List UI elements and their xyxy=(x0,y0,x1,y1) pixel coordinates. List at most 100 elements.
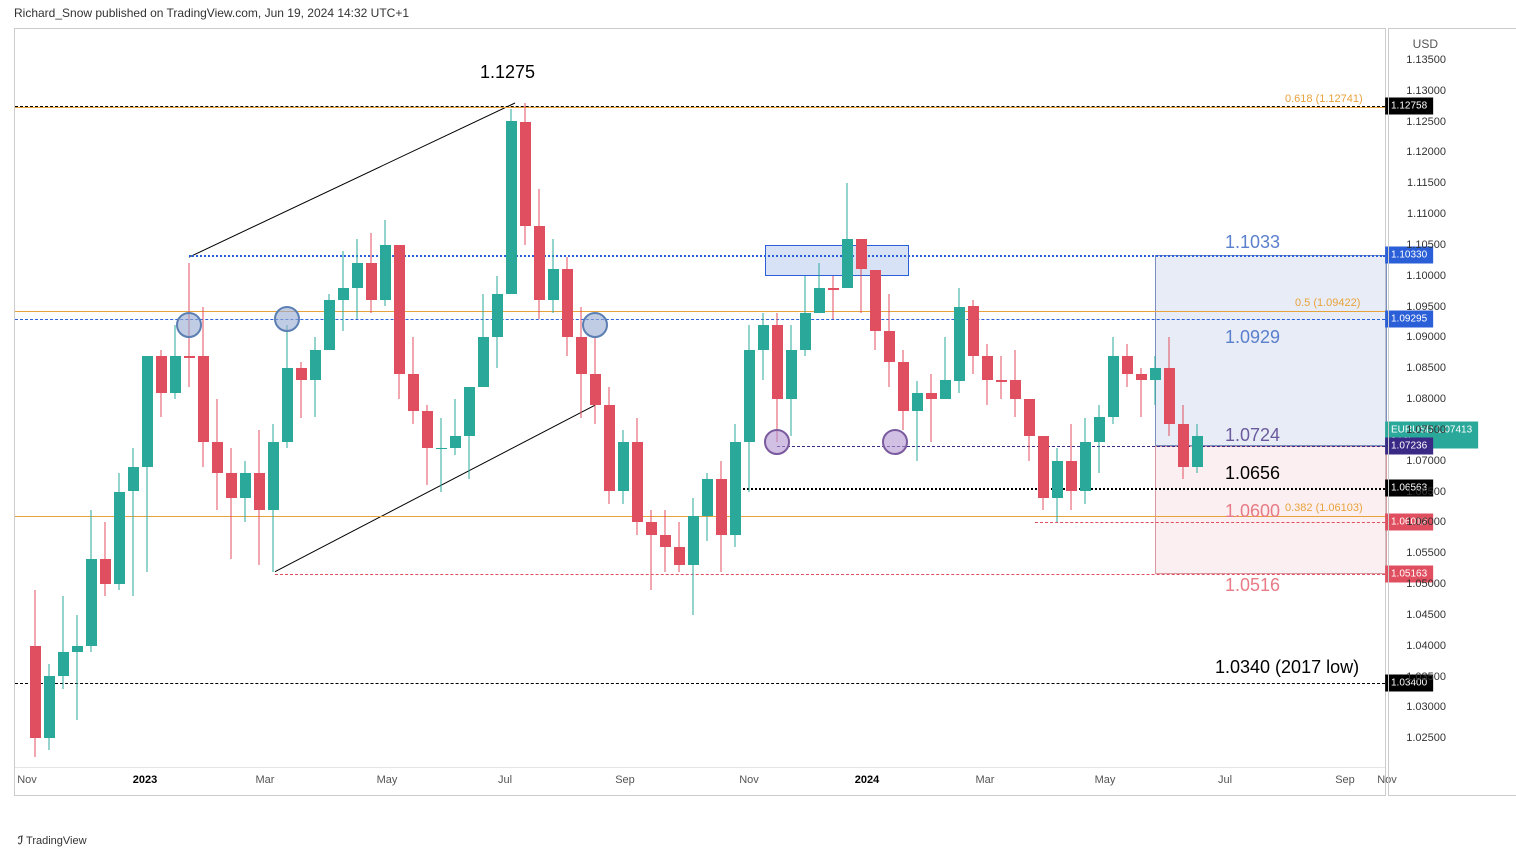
horizontal-line xyxy=(275,574,1385,575)
candlestick[interactable] xyxy=(436,418,447,492)
x-tick-label: Nov xyxy=(739,774,759,786)
candlestick[interactable] xyxy=(856,239,867,313)
candlestick[interactable] xyxy=(520,103,531,245)
candlestick[interactable] xyxy=(226,448,237,559)
currency-label: USD xyxy=(1413,37,1438,51)
candlestick[interactable] xyxy=(758,313,769,381)
candlestick[interactable] xyxy=(156,350,167,418)
candlestick[interactable] xyxy=(828,276,839,319)
chart-container: 1.127580.618 (1.12741)1.103300.5 (1.0942… xyxy=(14,28,1386,796)
candlestick[interactable] xyxy=(506,109,517,294)
candlestick[interactable] xyxy=(408,337,419,423)
candlestick[interactable] xyxy=(786,325,797,436)
chart-area[interactable]: 1.127580.618 (1.12741)1.103300.5 (1.0942… xyxy=(15,29,1385,769)
candlestick[interactable] xyxy=(114,473,125,590)
candlestick[interactable] xyxy=(254,430,265,566)
candlestick[interactable] xyxy=(240,461,251,523)
candlestick[interactable] xyxy=(212,399,223,510)
candlestick[interactable] xyxy=(1024,399,1035,461)
candlestick[interactable] xyxy=(912,381,923,461)
candlestick[interactable] xyxy=(688,498,699,615)
candlestick[interactable] xyxy=(338,251,349,331)
candlestick[interactable] xyxy=(44,664,55,750)
candlestick[interactable] xyxy=(492,276,503,369)
candlestick[interactable] xyxy=(296,362,307,418)
candlestick[interactable] xyxy=(548,239,559,313)
y-tick-label: 1.04500 xyxy=(1406,609,1446,621)
candlestick[interactable] xyxy=(450,399,461,455)
candlestick[interactable] xyxy=(72,615,83,720)
candlestick[interactable] xyxy=(940,337,951,399)
candlestick[interactable] xyxy=(1150,356,1161,405)
candlestick[interactable] xyxy=(128,448,139,596)
text-annotation: 1.0516 xyxy=(1225,575,1280,596)
circle-marker xyxy=(176,312,202,338)
candlestick[interactable] xyxy=(800,276,811,356)
candlestick[interactable] xyxy=(590,337,601,423)
candlestick[interactable] xyxy=(716,461,727,572)
candlestick[interactable] xyxy=(58,596,69,689)
y-tick-label: 1.07500 xyxy=(1406,424,1446,436)
candlestick[interactable] xyxy=(562,257,573,356)
candlestick[interactable] xyxy=(142,356,153,572)
candlestick[interactable] xyxy=(1080,418,1091,504)
candlestick[interactable] xyxy=(702,473,713,541)
candlestick[interactable] xyxy=(1010,350,1021,418)
candlestick[interactable] xyxy=(1192,424,1203,473)
candlestick[interactable] xyxy=(352,239,363,319)
x-tick-label: 2023 xyxy=(133,774,157,786)
candlestick[interactable] xyxy=(604,387,615,504)
candlestick[interactable] xyxy=(996,356,1007,399)
candlestick[interactable] xyxy=(170,325,181,399)
fib-label: 0.618 (1.12741) xyxy=(1285,93,1363,105)
candlestick[interactable] xyxy=(1108,337,1119,423)
x-tick-label: Nov xyxy=(17,774,37,786)
candlestick[interactable] xyxy=(982,344,993,406)
candlestick[interactable] xyxy=(534,189,545,319)
candlestick[interactable] xyxy=(646,510,657,590)
candlestick[interactable] xyxy=(674,522,685,571)
candlestick[interactable] xyxy=(884,294,895,387)
candlestick[interactable] xyxy=(310,337,321,417)
candlestick[interactable] xyxy=(422,405,433,485)
y-tick-label: 1.07000 xyxy=(1406,455,1446,467)
candlestick[interactable] xyxy=(394,245,405,399)
candlestick[interactable] xyxy=(1052,448,1063,522)
candlestick[interactable] xyxy=(30,590,41,757)
candlestick[interactable] xyxy=(744,325,755,492)
candlestick[interactable] xyxy=(968,300,979,374)
x-tick-label: May xyxy=(1095,774,1116,786)
candlestick[interactable] xyxy=(1038,436,1049,510)
candlestick[interactable] xyxy=(660,510,671,572)
candlestick[interactable] xyxy=(1122,344,1133,387)
candlestick[interactable] xyxy=(268,424,279,572)
candlestick[interactable] xyxy=(478,294,489,387)
candlestick[interactable] xyxy=(842,183,853,288)
candlestick[interactable] xyxy=(1164,337,1175,436)
candlestick[interactable] xyxy=(324,294,335,350)
candlestick[interactable] xyxy=(618,430,629,504)
candlestick[interactable] xyxy=(954,288,965,393)
candlestick[interactable] xyxy=(1094,405,1105,473)
candlestick[interactable] xyxy=(632,418,643,535)
candlestick[interactable] xyxy=(1066,424,1077,510)
candlestick[interactable] xyxy=(282,325,293,448)
y-tick-label: 1.10000 xyxy=(1406,270,1446,282)
candlestick[interactable] xyxy=(1136,368,1147,417)
candlestick[interactable] xyxy=(1178,405,1189,479)
candlestick[interactable] xyxy=(730,424,741,547)
candlestick[interactable] xyxy=(898,350,909,430)
candlestick[interactable] xyxy=(100,522,111,596)
candlestick[interactable] xyxy=(464,387,475,480)
candlestick[interactable] xyxy=(926,374,937,442)
y-tick-label: 1.11000 xyxy=(1407,208,1446,220)
y-tick-label: 1.06500 xyxy=(1406,486,1446,498)
candlestick[interactable] xyxy=(772,313,783,443)
candlestick[interactable] xyxy=(86,510,97,652)
candlestick[interactable] xyxy=(366,233,377,313)
candlestick[interactable] xyxy=(814,263,825,312)
candlestick[interactable] xyxy=(870,270,881,350)
y-tick-label: 1.06000 xyxy=(1406,516,1446,528)
y-tick-label: 1.08500 xyxy=(1406,362,1446,374)
candlestick[interactable] xyxy=(380,220,391,306)
